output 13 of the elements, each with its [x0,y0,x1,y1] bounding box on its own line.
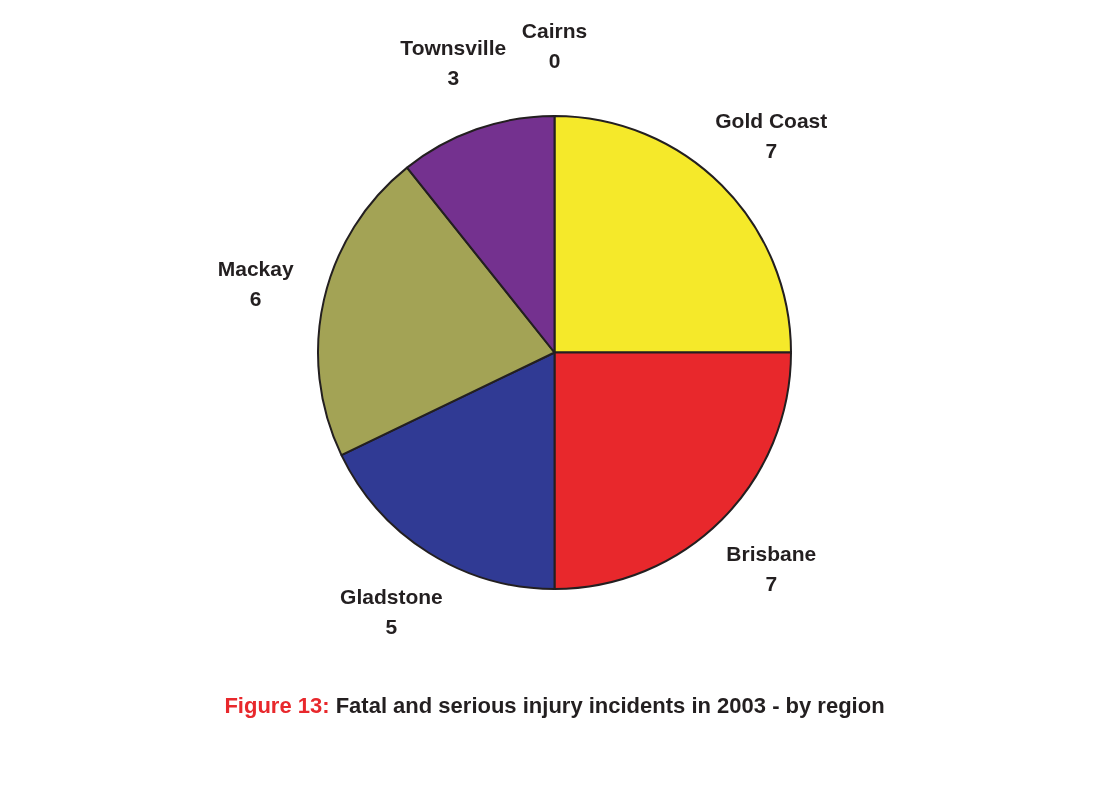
slice-label: Gold Coast [715,108,828,132]
data-label: 7 [765,572,778,596]
data-label: 3 [447,66,460,89]
slice-label: Mackay [217,257,294,281]
slice-label: Brisbane [726,542,817,566]
text: Figure 13: Fatal and serious injury incidents in 2003 - by region [223,693,886,719]
category-label: Cairns [521,18,588,42]
slice-label: Townsville [400,36,507,59]
slice-label: Gladstone [340,584,443,608]
text: 0 [548,48,561,72]
data-label: 5 [385,614,398,638]
data-label: 6 [249,287,262,311]
data-label: 7 [765,138,778,162]
